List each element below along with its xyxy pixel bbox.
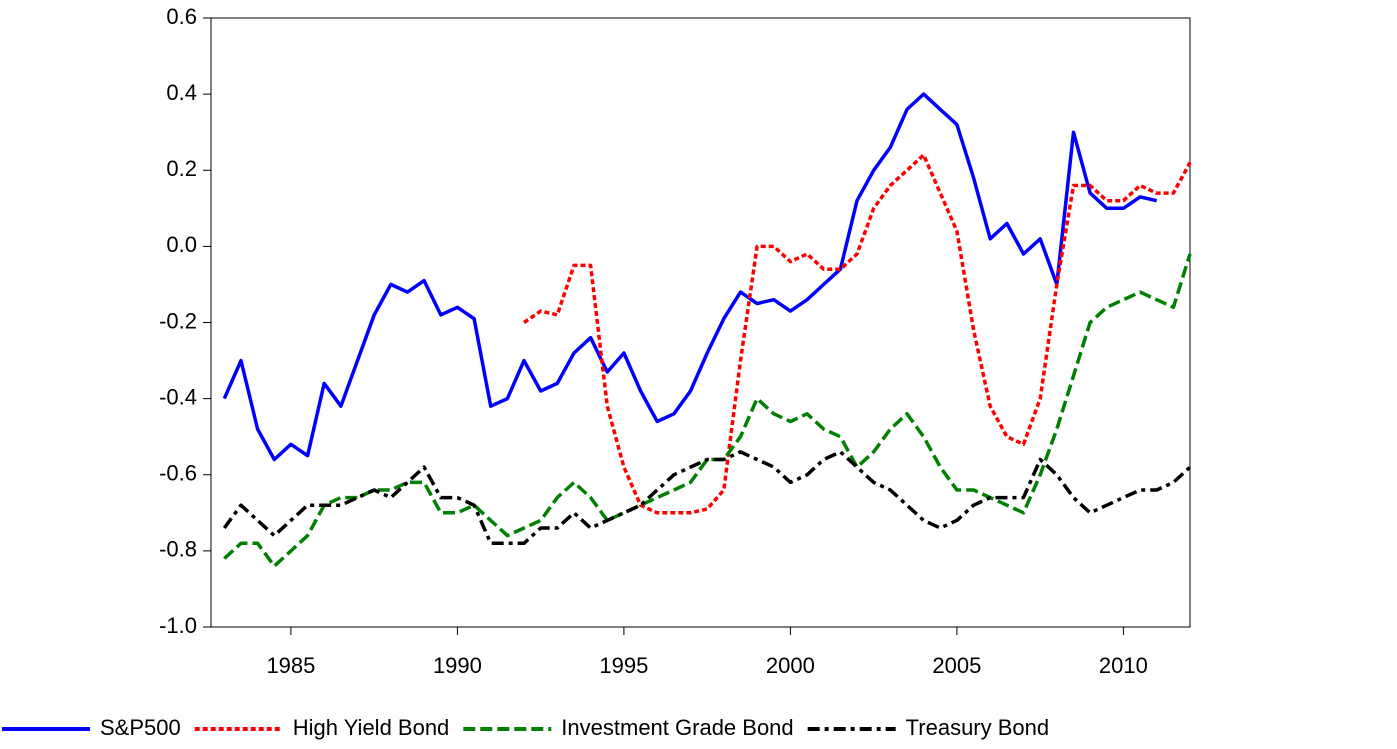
y-tick-label: 0.0: [166, 232, 197, 257]
x-tick-label: 1995: [599, 653, 648, 678]
y-tick-label: -0.4: [159, 384, 197, 409]
legend-label: Treasury Bond: [906, 715, 1049, 740]
x-tick-label: 1990: [433, 653, 482, 678]
x-tick-label: 2010: [1099, 653, 1148, 678]
y-tick-label: 0.6: [166, 4, 197, 29]
y-tick-label: -0.2: [159, 308, 197, 333]
legend-label: Investment Grade Bond: [561, 715, 793, 740]
y-tick-label: 0.4: [166, 80, 197, 105]
y-tick-label: -0.6: [159, 461, 197, 486]
x-tick-label: 2005: [932, 653, 981, 678]
y-tick-label: -0.8: [159, 537, 197, 562]
series-line: [222, 92, 1158, 462]
plot-frame: [210, 17, 1191, 628]
series-line: [223, 253, 1192, 568]
series-line: [523, 153, 1192, 515]
y-tick-label: -1.0: [159, 613, 197, 638]
y-tick-label: 0.2: [166, 156, 197, 181]
x-tick-label: 2000: [766, 653, 815, 678]
x-tick-label: 1985: [266, 653, 315, 678]
legend-label: S&P500: [100, 715, 181, 740]
legend-label: High Yield Bond: [293, 715, 450, 740]
series-line: [222, 450, 1192, 546]
